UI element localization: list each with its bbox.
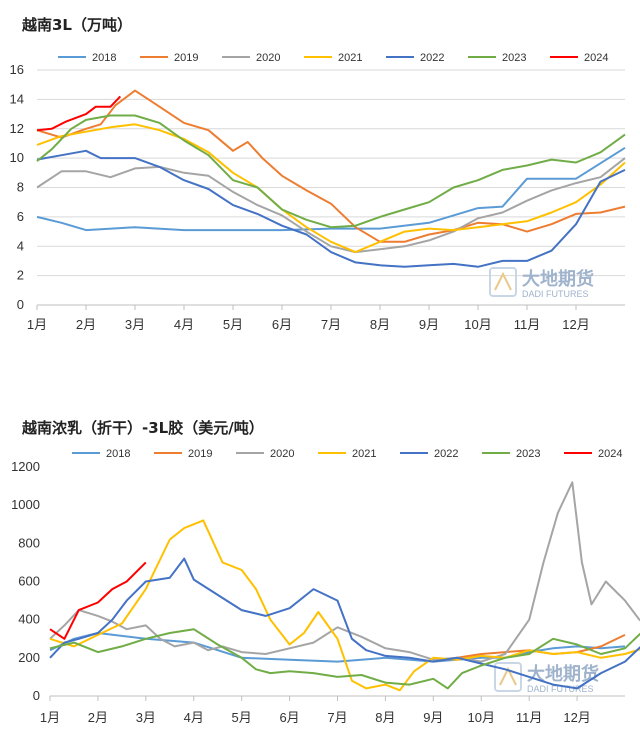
y-tick-label: 200 xyxy=(18,650,40,665)
x-tick-label: 7月 xyxy=(321,317,341,332)
legend-label: 2022 xyxy=(420,52,444,64)
series-line-2022 xyxy=(36,149,626,268)
chart-vietnam-3l: 0 2 4 6 8 10 12 14 16 1月 2月 3月 4月 5月 6月 7月 8月 9月 10月 11月 12月… xyxy=(10,52,626,332)
x-tick-label: 5月 xyxy=(232,710,252,725)
chart-title: 越南浓乳（折干）-3L胶（美元/吨） xyxy=(22,419,264,437)
legend-label: 2023 xyxy=(502,52,526,64)
x-tick-label: 9月 xyxy=(423,710,443,725)
series-line-2024 xyxy=(49,561,147,640)
legend-label: 2024 xyxy=(584,52,608,64)
x-tick-label: 12月 xyxy=(562,317,589,332)
x-tick-label: 2月 xyxy=(76,317,96,332)
x-tick-label: 3月 xyxy=(125,317,145,332)
x-tick-label: 11月 xyxy=(514,317,541,332)
x-tick-label: 8月 xyxy=(370,317,390,332)
chart-latex-3l-spread: 0 200 400 600 800 1000 1200 1月 2月 3月 4月 5月 6月 7月 8月 9月 1… xyxy=(11,448,640,725)
legend-label: 2020 xyxy=(270,448,294,460)
series-line-2018 xyxy=(49,632,626,663)
y-tick-label: 4 xyxy=(17,238,24,253)
y-tick-label: 2 xyxy=(17,268,24,283)
legend-label: 2024 xyxy=(598,448,622,460)
x-tick-label: 4月 xyxy=(184,710,204,725)
y-tick-label: 1200 xyxy=(11,459,40,474)
legend-label: 2018 xyxy=(92,52,116,64)
y-tick-label: 0 xyxy=(17,297,24,312)
legend-label: 2023 xyxy=(516,448,540,460)
x-tick-label: 10月 xyxy=(468,710,495,725)
series-line-2023 xyxy=(49,628,640,690)
y-tick-label: 0 xyxy=(33,688,40,703)
x-tick-label: 6月 xyxy=(272,317,292,332)
x-tick-label: 11月 xyxy=(516,710,543,725)
watermark-text: 大地期货 xyxy=(527,663,599,684)
legend-label: 2019 xyxy=(174,52,198,64)
y-tick-label: 8 xyxy=(17,180,24,195)
chart-title: 越南3L（万吨） xyxy=(22,16,132,34)
x-tick-label: 12月 xyxy=(563,710,590,725)
y-tick-label: 400 xyxy=(18,612,40,627)
series-line-2021 xyxy=(49,519,640,692)
series-line-2020 xyxy=(36,157,626,254)
legend-label: 2018 xyxy=(106,448,130,460)
y-tick-label: 1000 xyxy=(11,497,40,512)
watermark-text: 大地期货 xyxy=(522,268,594,289)
x-tick-label: 9月 xyxy=(419,317,439,332)
series-line-2021 xyxy=(36,123,626,254)
x-tick-label: 5月 xyxy=(223,317,243,332)
y-tick-label: 600 xyxy=(18,574,40,589)
x-tick-label: 10月 xyxy=(464,317,491,332)
legend-label: 2019 xyxy=(188,448,212,460)
legend-label: 2020 xyxy=(256,52,280,64)
x-tick-label: 1月 xyxy=(27,317,47,332)
y-tick-label: 800 xyxy=(18,535,40,550)
series-line-2018 xyxy=(36,146,626,232)
x-tick-label: 4月 xyxy=(174,317,194,332)
legend-label: 2021 xyxy=(338,52,362,64)
y-tick-label: 6 xyxy=(17,209,24,224)
x-tick-label: 6月 xyxy=(279,710,299,725)
watermark-subtext: DADI FUTURES xyxy=(522,289,589,299)
x-tick-label: 1月 xyxy=(40,710,60,725)
series-line-2024 xyxy=(36,95,122,132)
x-tick-label: 7月 xyxy=(327,710,347,725)
watermark-subtext: DADI FUTURES xyxy=(527,684,594,694)
series-line-2020 xyxy=(49,481,640,663)
legend-label: 2021 xyxy=(352,448,376,460)
series-line-2023 xyxy=(36,114,626,229)
x-tick-label: 8月 xyxy=(375,710,395,725)
x-tick-label: 3月 xyxy=(136,710,156,725)
x-tick-label: 2月 xyxy=(88,710,108,725)
y-tick-label: 14 xyxy=(10,91,24,106)
legend-label: 2022 xyxy=(434,448,458,460)
y-tick-label: 16 xyxy=(10,62,24,77)
chart-panel-vietnam-3l: 越南3L（万吨） 0 2 4 6 8 10 12 14 16 1月 2月 3月 4月 5月 6月 7月 8月 9月… xyxy=(0,0,640,360)
y-tick-label: 10 xyxy=(10,150,24,165)
series-line-2019 xyxy=(36,89,626,243)
y-tick-label: 12 xyxy=(10,121,24,136)
chart-panel-latex-3l-spread: 越南浓乳（折干）-3L胶（美元/吨） 0 200 400 600 800 1000 1200… xyxy=(0,405,640,739)
series-line-2022 xyxy=(49,557,640,690)
